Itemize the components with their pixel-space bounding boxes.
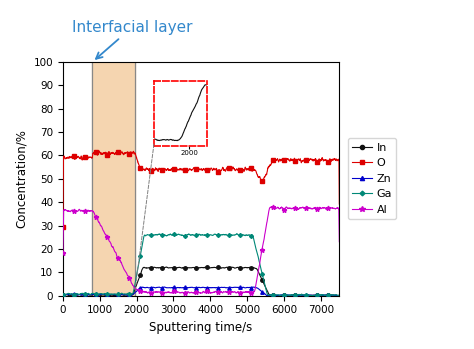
Y-axis label: Concentration/%: Concentration/% — [15, 129, 28, 228]
Zn — [60, 293, 66, 297]
Line: In: In — [61, 265, 341, 297]
Zn — [178, 285, 183, 290]
In — [337, 293, 342, 297]
Ga — [310, 294, 315, 298]
Bar — [92, 62, 135, 296]
In — [67, 294, 73, 298]
O — [96, 149, 102, 153]
In — [188, 266, 194, 270]
O — [60, 225, 66, 229]
Al — [218, 290, 223, 294]
Al — [188, 290, 194, 295]
In — [218, 266, 223, 270]
Line: Ga: Ga — [62, 232, 341, 297]
O — [82, 155, 87, 159]
X-axis label: Sputtering time/s: Sputtering time/s — [149, 321, 253, 334]
Zn — [218, 285, 223, 290]
Ga — [177, 232, 183, 237]
O — [183, 166, 189, 171]
Ga — [93, 292, 99, 296]
Ga — [60, 292, 66, 297]
Zn — [265, 294, 271, 298]
Zn — [337, 294, 342, 298]
Line: Al: Al — [61, 205, 342, 296]
O — [93, 150, 99, 154]
Zn — [183, 285, 189, 290]
Line: O: O — [61, 149, 341, 229]
Al — [177, 291, 183, 295]
O — [188, 168, 194, 172]
Al — [237, 292, 242, 296]
Al — [93, 215, 99, 219]
O — [218, 168, 223, 172]
Ga — [188, 233, 194, 237]
Ga — [234, 231, 240, 236]
Zn — [162, 285, 167, 289]
O — [337, 202, 342, 206]
In — [183, 266, 189, 270]
Legend: In, O, Zn, Ga, Al: In, O, Zn, Ga, Al — [347, 138, 396, 220]
In — [82, 294, 87, 298]
Zn — [188, 285, 194, 289]
Al — [82, 209, 87, 213]
In — [203, 265, 209, 269]
Ga — [337, 293, 342, 297]
Ga — [218, 233, 223, 237]
Ga — [183, 233, 189, 237]
Al — [60, 251, 66, 255]
In — [60, 293, 66, 297]
Ga — [82, 292, 87, 296]
Al — [183, 290, 189, 295]
Zn — [82, 292, 87, 297]
Text: Interfacial layer: Interfacial layer — [72, 20, 192, 59]
O — [178, 167, 183, 171]
In — [93, 293, 99, 297]
Line: Zn: Zn — [61, 285, 341, 297]
Zn — [93, 292, 99, 296]
In — [178, 265, 183, 269]
Al — [305, 205, 310, 209]
Al — [337, 240, 342, 244]
